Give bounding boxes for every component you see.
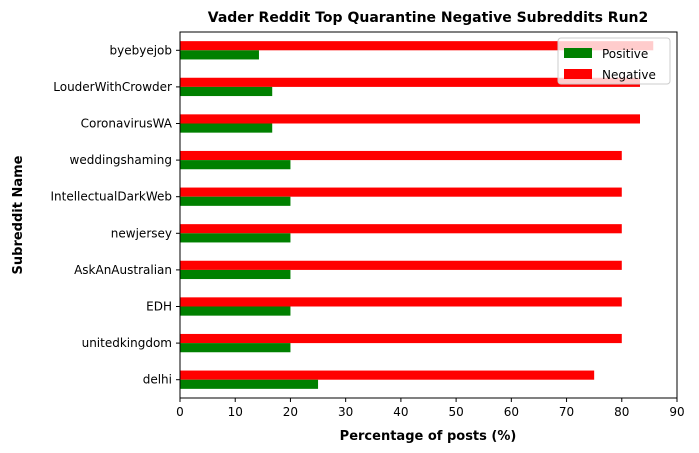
y-tick-label: delhi — [143, 373, 172, 387]
y-axis-title: Subreddit Name — [11, 155, 26, 274]
x-tick-label: 40 — [393, 405, 408, 419]
bar-positive-delhi — [180, 379, 319, 389]
y-tick-label: IntellectualDarkWeb — [50, 190, 172, 204]
legend-label-negative: Negative — [602, 68, 656, 82]
legend-label-positive: Positive — [602, 47, 648, 61]
bar-negative-newjersey — [180, 224, 622, 234]
x-tick-label: 90 — [669, 405, 684, 419]
y-tick-label: byebyejob — [110, 43, 173, 57]
bar-negative-AskAnAustralian — [180, 260, 622, 270]
x-tick-label: 20 — [283, 405, 298, 419]
bar-positive-IntellectualDarkWeb — [180, 196, 291, 206]
x-tick-label: 50 — [448, 405, 463, 419]
bars-group — [180, 41, 654, 389]
bar-negative-byebyejob — [180, 41, 654, 51]
y-tick-label: weddingshaming — [70, 153, 172, 167]
legend: Positive Negative — [557, 37, 671, 85]
x-tick-label: 0 — [176, 405, 184, 419]
bar-positive-newjersey — [180, 233, 291, 243]
plot-area-frame — [179, 31, 678, 399]
bar-negative-delhi — [180, 370, 595, 380]
y-tick-label: newjersey — [111, 226, 172, 240]
y-tick-label: unitedkingdom — [82, 336, 172, 350]
legend-swatch-negative — [564, 69, 592, 79]
y-tick-label: AskAnAustralian — [74, 263, 172, 277]
bar-negative-LouderWithCrowder — [180, 77, 641, 87]
bar-positive-unitedkingdom — [180, 343, 291, 353]
bar-positive-byebyejob — [180, 50, 259, 60]
bar-positive-LouderWithCrowder — [180, 86, 273, 97]
y-axis: delhi unitedkingdom EDH AskAnAustralian newj… — [50, 43, 180, 387]
x-tick-label: 30 — [338, 405, 353, 419]
x-tick-label: 70 — [559, 405, 574, 419]
chart-title: Vader Reddit Top Quarantine Negative Sub… — [208, 10, 649, 26]
x-axis: 0 10 20 30 40 50 60 70 80 90 — [176, 398, 685, 419]
legend-swatch-positive — [564, 48, 592, 58]
x-tick-label: 80 — [614, 405, 629, 419]
bar-positive-EDH — [180, 306, 291, 316]
bar-negative-CoronavirusWA — [180, 114, 641, 124]
bar-positive-CoronavirusWA — [180, 123, 273, 133]
y-tick-label: EDH — [146, 300, 172, 314]
x-tick-label: 60 — [504, 405, 519, 419]
bar-negative-IntellectualDarkWeb — [180, 187, 622, 197]
bar-positive-weddingshaming — [180, 160, 291, 170]
bar-positive-AskAnAustralian — [180, 269, 291, 280]
y-tick-label: CoronavirusWA — [81, 117, 173, 131]
bar-negative-unitedkingdom — [180, 333, 622, 344]
x-axis-title: Percentage of posts (%) — [340, 429, 517, 444]
x-tick-label: 10 — [228, 405, 243, 419]
y-tick-label: LouderWithCrowder — [53, 80, 172, 94]
bar-negative-EDH — [180, 297, 622, 307]
bar-negative-weddingshaming — [180, 150, 622, 161]
